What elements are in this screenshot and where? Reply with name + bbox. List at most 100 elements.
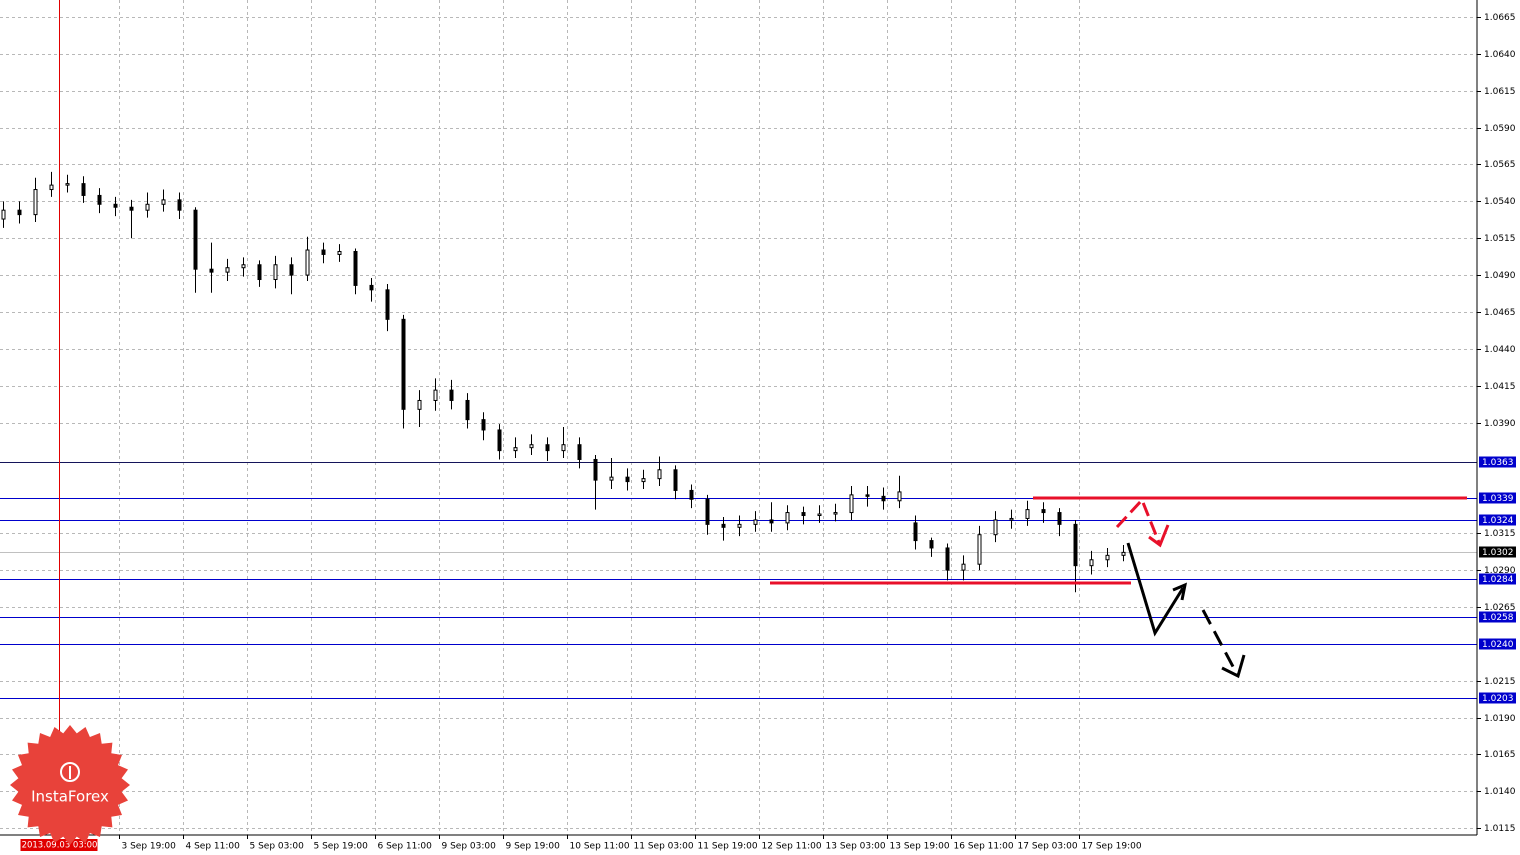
candle-body [321, 249, 326, 255]
y-tick-label: 1.0415 [1484, 382, 1516, 392]
level-label-bg [1479, 456, 1516, 468]
candle-body [849, 494, 854, 514]
candle-body [225, 267, 230, 273]
candle-body [801, 512, 806, 517]
candle-body [929, 540, 934, 549]
candle-body [273, 264, 278, 281]
candle-body [1009, 517, 1014, 521]
level-label-bg [1479, 573, 1516, 585]
candle-body [961, 563, 966, 571]
candle-body [177, 199, 182, 211]
candle-body [577, 444, 582, 460]
candle-body [33, 189, 38, 216]
level-label-bg [1479, 492, 1516, 504]
crosshair-label-bg [20, 839, 98, 851]
candle-body [481, 419, 486, 431]
red-arrow-head [1148, 524, 1170, 548]
candle-body [1105, 554, 1110, 561]
candle-body [1073, 523, 1078, 567]
level-label-bg [1479, 546, 1516, 558]
y-tick-label: 1.0465 [1484, 308, 1516, 318]
level-label: 1.0324 [1482, 516, 1514, 526]
candle-body [689, 489, 694, 500]
x-tick-label: 5 Sep 19:00 [314, 842, 369, 852]
candle-body [337, 250, 342, 255]
candle-body [593, 458, 598, 481]
candle-body [785, 512, 790, 524]
logo-icon [60, 762, 80, 782]
candle-body [993, 519, 998, 536]
grid [0, 0, 1477, 835]
candle-body [433, 389, 438, 401]
candle-body [417, 399, 422, 410]
candle-body [401, 318, 406, 410]
y-tick-label: 1.0290 [1484, 566, 1516, 576]
candle-body [1057, 512, 1062, 525]
candle-body [545, 444, 550, 452]
y-tick-label: 1.0190 [1484, 714, 1516, 724]
x-tick-label: 3 Sep 19:00 [122, 842, 177, 852]
x-tick-label: 10 Sep 11:00 [570, 842, 630, 852]
candle-body [369, 284, 374, 291]
y-tick-label: 1.0140 [1484, 787, 1516, 797]
candle-body [161, 199, 166, 205]
candle-body [1121, 551, 1126, 556]
black-arrow-head [1172, 582, 1188, 601]
candle-body [465, 399, 470, 421]
candle-body [145, 203, 150, 211]
y-tick-label: 1.0565 [1484, 160, 1516, 170]
candle-body [257, 264, 262, 281]
candle-body [305, 249, 310, 276]
y-tick-label: 1.0165 [1484, 750, 1516, 760]
x-tick-label: 11 Sep 19:00 [698, 842, 758, 852]
candle-body [17, 209, 22, 216]
candle-body [625, 476, 630, 483]
y-tick-label: 1.0590 [1484, 124, 1516, 134]
level-label: 1.0284 [1482, 575, 1514, 585]
x-tick-label: 4 Sep 11:00 [186, 842, 241, 852]
dashed-arrow [1201, 609, 1240, 677]
x-tick-label: 9 Sep 19:00 [506, 842, 561, 852]
x-tick-label: 12 Sep 11:00 [762, 842, 822, 852]
candle-body [209, 268, 214, 273]
level-label-bg [1479, 692, 1516, 704]
candle-body [913, 522, 918, 542]
y-tick-label: 1.0215 [1484, 677, 1516, 687]
level-label-bg [1479, 611, 1516, 623]
candle-body [881, 495, 886, 502]
candle-body [945, 547, 950, 571]
candle-body [561, 444, 566, 452]
candle-body [193, 209, 198, 270]
candle-body [1, 209, 6, 220]
x-tick-label: 9 Sep 03:00 [442, 842, 497, 852]
candle-body [1089, 559, 1094, 567]
candle-body [657, 469, 662, 480]
candle-body [721, 523, 726, 528]
candle-body [497, 429, 502, 452]
y-tick-label: 1.0315 [1484, 529, 1516, 539]
logo: InstaForex [10, 725, 130, 845]
logo-badge [10, 725, 130, 845]
candle-body [673, 469, 678, 491]
candle-body [769, 519, 774, 524]
drawings [770, 496, 1467, 679]
level-label-bg [1479, 514, 1516, 526]
candle-body [641, 478, 646, 483]
y-tick-label: 1.0540 [1484, 197, 1516, 207]
candle-body [897, 491, 902, 502]
candle-body [833, 512, 838, 515]
level-label: 1.0258 [1482, 613, 1514, 623]
y-tick-label: 1.0665 [1484, 13, 1516, 23]
y-tick-label: 1.0390 [1484, 419, 1516, 429]
candle-body [65, 183, 70, 186]
candle-body [737, 523, 742, 528]
candle-body [977, 534, 982, 565]
candle-body [113, 203, 118, 208]
candle-body [449, 389, 454, 401]
level-label-bg [1479, 638, 1516, 650]
red-arrow [1115, 497, 1162, 546]
candle-body [353, 250, 358, 286]
y-tick-label: 1.0515 [1484, 234, 1516, 244]
x-tick-label: 17 Sep 03:00 [1018, 842, 1078, 852]
